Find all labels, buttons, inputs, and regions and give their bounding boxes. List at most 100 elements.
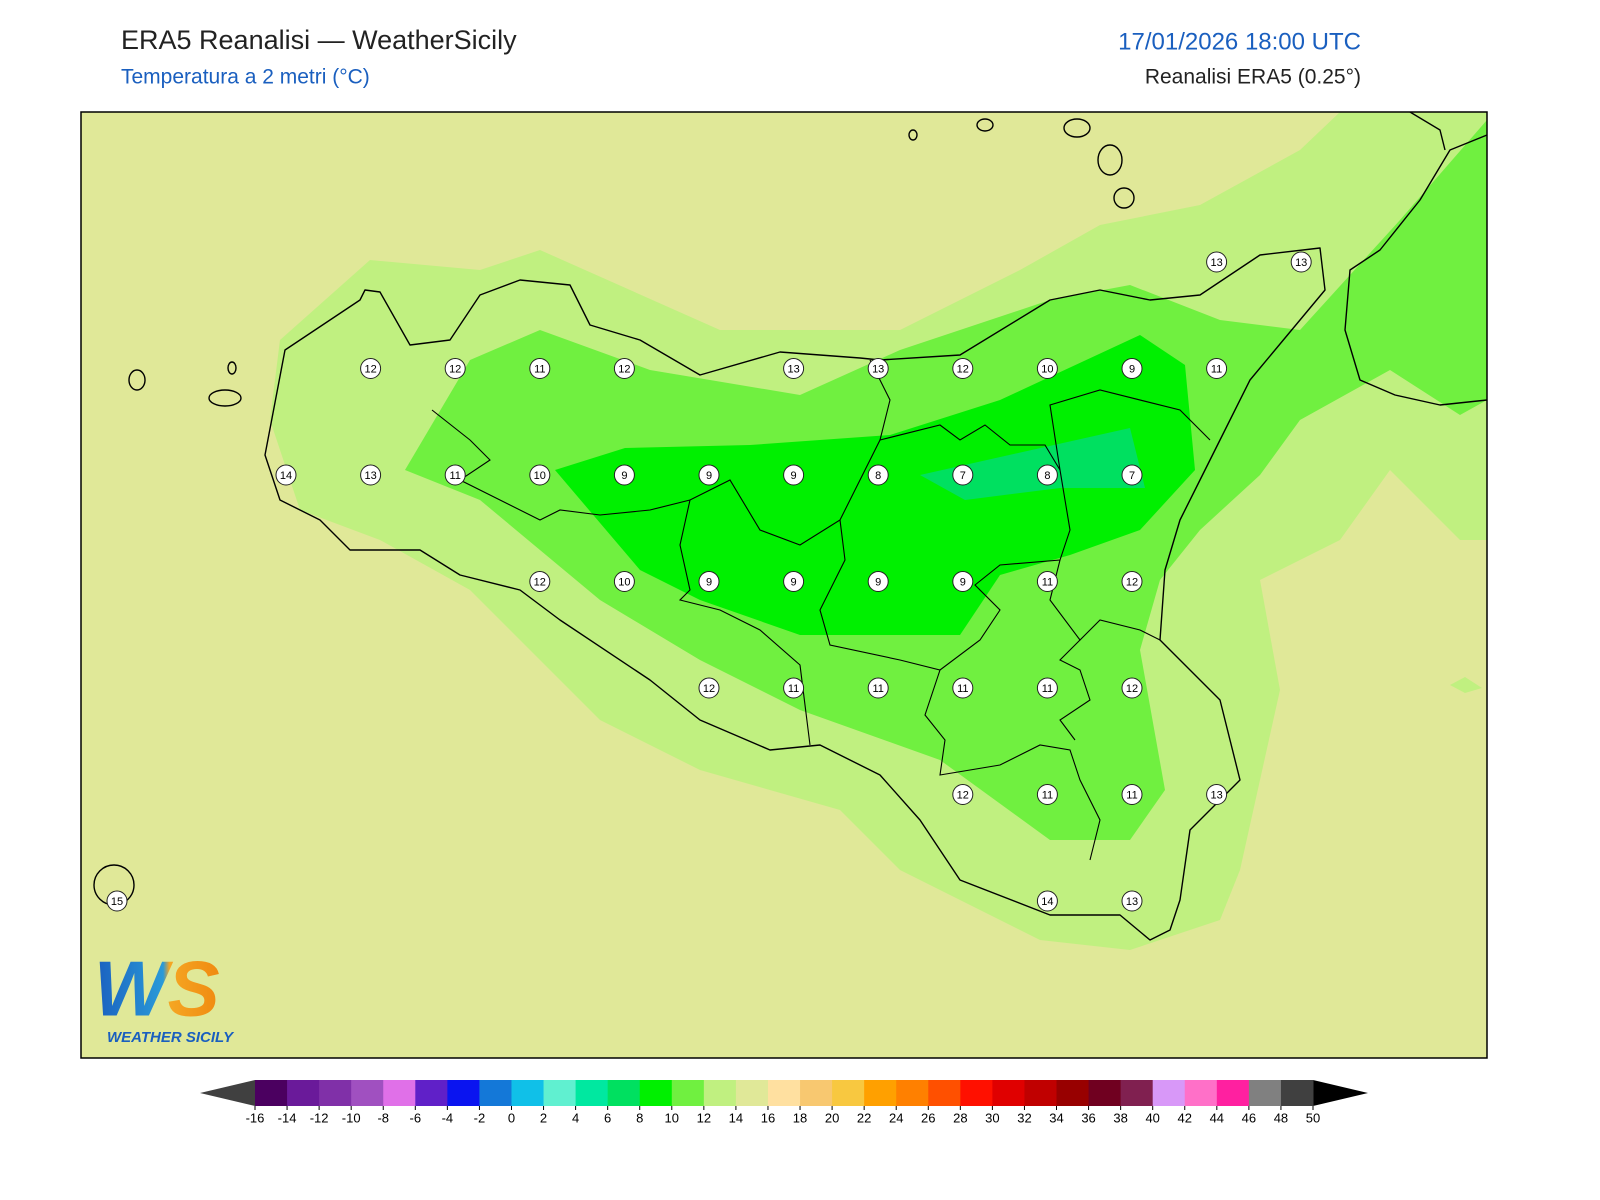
station-value: 11: [1042, 683, 1053, 695]
colorbar-tick-label: 18: [793, 1110, 807, 1125]
station-marker: [1036, 571, 1058, 592]
station-marker: [529, 571, 551, 592]
station-marker: [783, 358, 805, 379]
colorbar-tick-label: -4: [442, 1110, 454, 1125]
station-value: 13: [1210, 257, 1222, 269]
station-marker: [1206, 784, 1228, 805]
station-value: 14: [280, 470, 292, 482]
colorbar: -16 -14 -12 -10 -8 -6 -4 -2 0 2 4 6 8 10 12 14 16 18 20 22 2…: [200, 1080, 1368, 1125]
station-marker: [867, 464, 889, 486]
colorbar-tick-label: 34: [1049, 1110, 1063, 1125]
station-marker: [1036, 464, 1058, 486]
colorbar-box: [607, 1080, 641, 1106]
station-value: 13: [364, 470, 376, 482]
station-value: 7: [1129, 470, 1135, 482]
station-marker: [1121, 571, 1143, 592]
colorbar-tick-label: -16: [246, 1110, 265, 1125]
colorbar-box: [864, 1080, 897, 1106]
station-marker: [1121, 677, 1143, 699]
calabria-coast: [1409, 112, 1446, 151]
colorbar-box: [767, 1080, 801, 1106]
province-border: [1049, 559, 1161, 641]
station-marker: [1036, 677, 1058, 699]
map: 13 13 12 12 11 12 13 13 12 10 9 11 14 13 11 10 9 9 9 8 7 8 7 12…: [81, 112, 1487, 1058]
colorbar-tick-label: 32: [1017, 1110, 1031, 1125]
station-marker: [698, 677, 720, 699]
station-marker: [783, 464, 805, 486]
colorbar-under: [200, 1080, 255, 1106]
province-border: [1059, 639, 1091, 741]
station-value: 7: [960, 470, 966, 482]
colorbar-box: [1216, 1080, 1250, 1106]
province-border: [879, 424, 1061, 471]
station-value: 11: [788, 683, 799, 695]
station-value: 12: [957, 789, 969, 801]
station-marker: [529, 358, 551, 379]
station-marker: [444, 464, 466, 486]
station-marker: [867, 571, 889, 592]
station-marker: [1121, 464, 1143, 486]
station-marker: [1206, 358, 1228, 379]
colorbar-box: [255, 1080, 288, 1106]
station-marker: [867, 677, 889, 699]
colorbar-tick-label: -14: [278, 1110, 297, 1125]
station-value: 9: [960, 576, 966, 588]
station-value: 13: [1126, 896, 1138, 908]
station-marker: [698, 464, 720, 486]
station-marker: [952, 464, 974, 486]
title: ERA5 Reanalisi — WeatherSicily: [121, 25, 517, 55]
colorbar-tick-label: 40: [1145, 1110, 1159, 1125]
station-marker: [529, 464, 551, 486]
station-marker: [275, 464, 297, 486]
colorbar-tick-label: 8: [636, 1110, 643, 1125]
station-value: 12: [703, 683, 715, 695]
colorbar-box: [800, 1080, 833, 1106]
colorbar-tick-label: 44: [1210, 1110, 1224, 1125]
station-value: 11: [449, 470, 460, 482]
station-marker: [952, 784, 974, 805]
station-value: 13: [872, 363, 884, 375]
colorbar-tick-label: 10: [665, 1110, 679, 1125]
colorbar-box: [735, 1080, 769, 1106]
colorbar-tick-label: 14: [729, 1110, 743, 1125]
colorbar-tick-label: 46: [1242, 1110, 1256, 1125]
province-border: [924, 669, 1101, 861]
colorbar-tick-label: 22: [857, 1110, 871, 1125]
colorbar-tick-label: -12: [310, 1110, 329, 1125]
station-value: 12: [1126, 683, 1138, 695]
colorbar-box: [319, 1080, 352, 1106]
station-marker: [698, 571, 720, 592]
colorbar-box: [543, 1080, 577, 1106]
colorbar-box: [383, 1080, 416, 1106]
station-value: 12: [364, 363, 376, 375]
station-marker: [783, 677, 805, 699]
station-marker: [952, 358, 974, 379]
colorbar-box: [1056, 1080, 1090, 1106]
logo-mark: WS: [94, 945, 220, 1033]
station-marker: [613, 358, 635, 379]
datetime: 17/01/2026 18:00 UTC: [1118, 28, 1361, 55]
station-value: 11: [1211, 363, 1222, 375]
colorbar-tick-label: -2: [474, 1110, 486, 1125]
map-frame: [80, 111, 1488, 1059]
station-marker: [1121, 784, 1143, 805]
station-marker: [952, 571, 974, 592]
station-value: 9: [706, 470, 712, 482]
colorbar-box: [1088, 1080, 1122, 1106]
colorbar-box: [1248, 1080, 1282, 1106]
colorbar-box: [511, 1080, 545, 1106]
station-value: 13: [1295, 257, 1307, 269]
station-value: 12: [449, 363, 461, 375]
station-marker: [444, 358, 466, 379]
colorbar-tick-label: 38: [1113, 1110, 1127, 1125]
station-value: 8: [875, 470, 881, 482]
calabria-coast: [1344, 134, 1487, 406]
station-marker: [360, 358, 382, 379]
subtitle: Temperatura a 2 metri (°C): [121, 66, 370, 89]
colorbar-over: [1313, 1080, 1368, 1106]
station-marker: [783, 571, 805, 592]
colorbar-box: [703, 1080, 737, 1106]
logo: WS WEATHER SICILY: [94, 945, 235, 1046]
station-marker: [867, 358, 889, 379]
colorbar-tick-label: 4: [572, 1110, 579, 1125]
